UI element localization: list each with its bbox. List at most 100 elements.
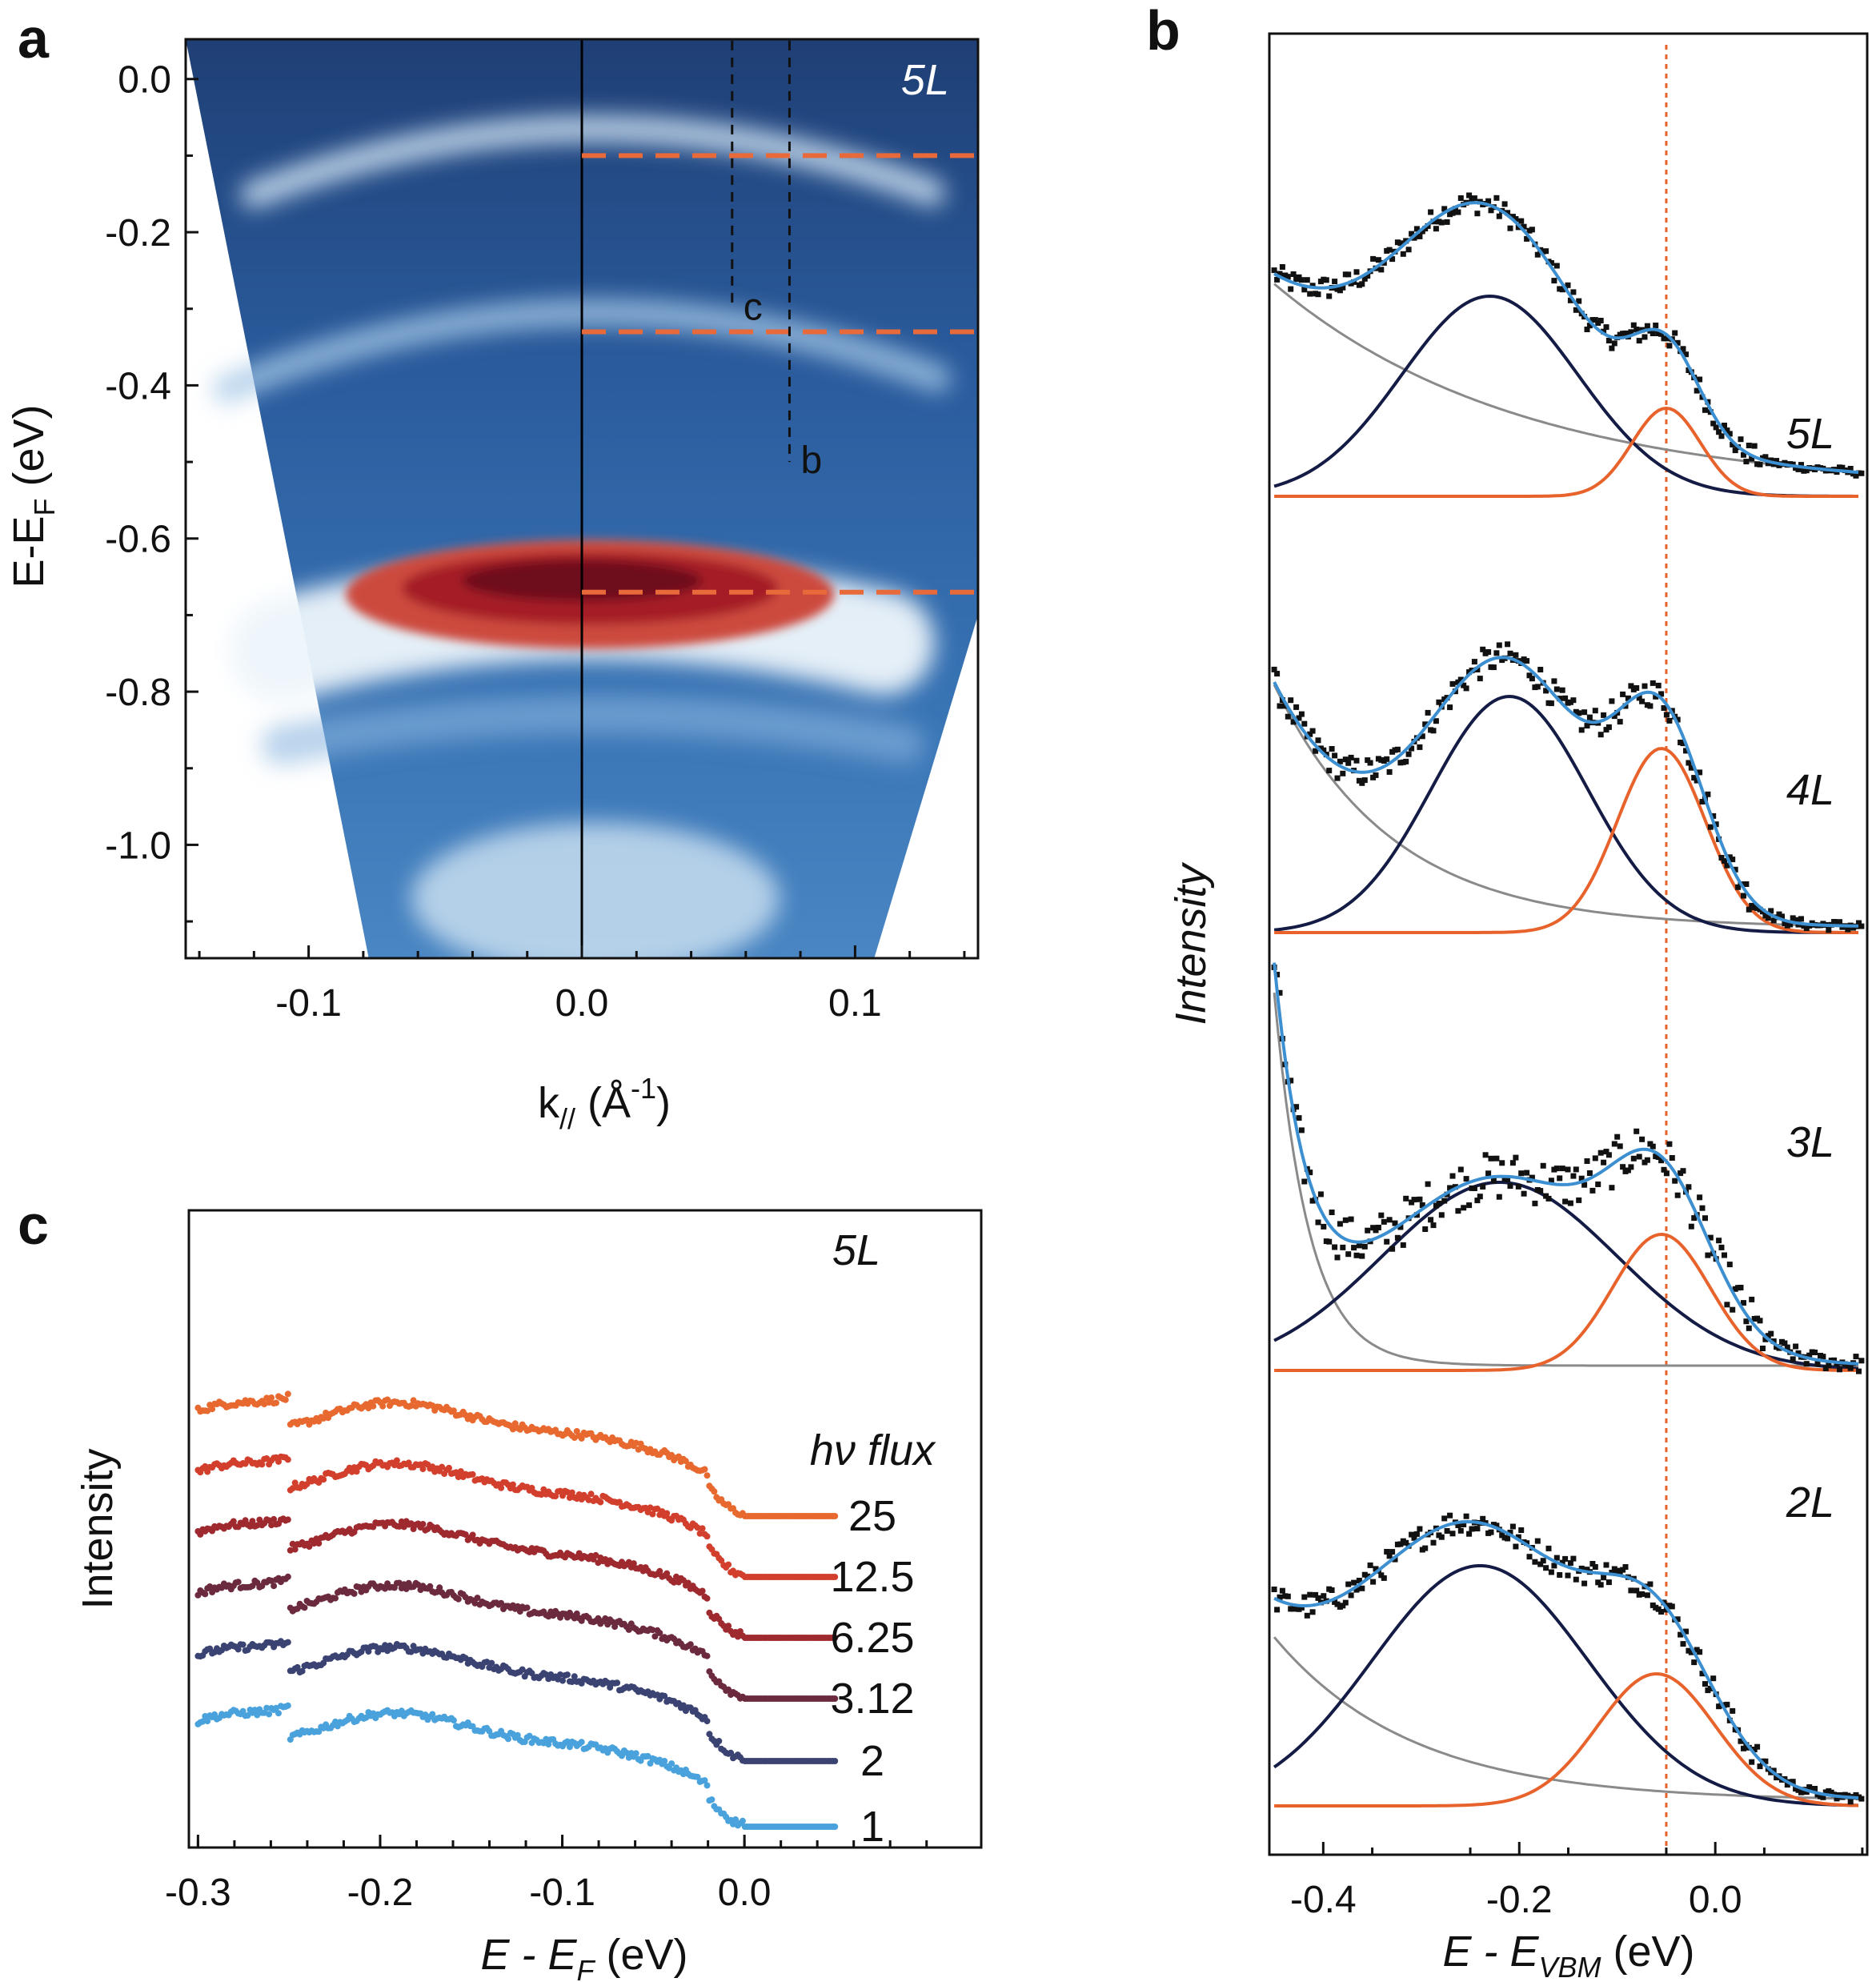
data-point [365, 1648, 372, 1655]
data-point [509, 1481, 516, 1488]
data-point [1315, 737, 1321, 744]
data-point [1367, 1562, 1373, 1568]
data-point [1307, 1170, 1313, 1176]
data-point [1760, 909, 1766, 915]
data-point [1559, 1559, 1565, 1566]
data-point [427, 1583, 434, 1590]
data-point [239, 1641, 247, 1648]
data-point [1765, 460, 1771, 467]
data-point [1636, 695, 1642, 701]
data-point [661, 1758, 668, 1764]
data-point [1340, 770, 1346, 776]
data-point [1375, 1225, 1381, 1230]
data-point [651, 1633, 659, 1640]
data-point [263, 1704, 271, 1711]
data-point [1589, 1187, 1596, 1194]
data-point [301, 1604, 308, 1611]
data-point [1576, 710, 1582, 716]
data-point [289, 1540, 296, 1547]
data-point [1760, 1346, 1766, 1351]
data-point [1793, 1343, 1799, 1350]
data-point [1630, 322, 1637, 328]
data-point [1803, 1361, 1810, 1367]
data-point [1277, 271, 1283, 277]
data-point [1461, 1205, 1467, 1211]
data-point [1482, 1152, 1489, 1158]
data-point [1293, 704, 1300, 710]
data-point [1586, 1170, 1593, 1176]
data-point [1589, 1561, 1596, 1567]
data-point [1548, 1569, 1554, 1575]
data-point [1403, 1195, 1409, 1202]
data-point [1605, 1579, 1612, 1586]
data-point [1507, 225, 1513, 231]
data-point [1798, 916, 1804, 922]
data-point [1790, 1356, 1796, 1362]
data-point [675, 1453, 682, 1460]
data-point [663, 1510, 671, 1517]
data-point [1342, 756, 1349, 763]
data-point [1496, 642, 1502, 648]
data-point [1521, 1190, 1527, 1197]
data-point [1447, 1185, 1453, 1191]
data-point [1378, 1212, 1385, 1218]
data-point [1505, 1176, 1511, 1182]
data-point [1317, 1191, 1324, 1198]
spectrum-label-4L: 4L [1786, 766, 1834, 814]
data-point [1461, 682, 1467, 688]
data-point [1633, 1587, 1640, 1594]
data-point [1474, 1526, 1481, 1532]
data-point [1411, 1197, 1417, 1203]
data-point [832, 1635, 839, 1641]
data-point [587, 1491, 595, 1498]
background-curve [1273, 992, 1858, 1367]
data-point [1548, 700, 1554, 707]
panel-a-title: 5L [901, 56, 949, 104]
data-point [687, 1641, 694, 1648]
data-point [1411, 1535, 1417, 1541]
data-point [1534, 1538, 1541, 1544]
data-point [1743, 881, 1750, 887]
data-point [1540, 1558, 1546, 1564]
data-point [1749, 1759, 1755, 1765]
data-point [566, 1495, 573, 1501]
data-point [1422, 1226, 1429, 1232]
data-point [1457, 676, 1464, 683]
data-point [1370, 255, 1377, 262]
data-point [1726, 1262, 1733, 1268]
data-point [1392, 1556, 1398, 1563]
data-point [289, 1485, 296, 1492]
data-point [1562, 695, 1569, 701]
data-point [234, 1579, 242, 1586]
data-point [559, 1677, 566, 1684]
data-point [1688, 1223, 1694, 1230]
y-tick-label: 0.0 [118, 59, 171, 102]
data-point [708, 1796, 716, 1803]
data-point [1409, 745, 1415, 752]
data-point [1724, 427, 1730, 434]
data-point [1697, 1649, 1703, 1655]
data-point [1678, 1631, 1684, 1638]
data-point [1457, 195, 1464, 201]
data-point [1609, 1570, 1615, 1575]
data-point [1707, 1685, 1714, 1691]
data-point [1738, 1738, 1744, 1744]
data-point [1375, 257, 1381, 263]
data-point [1770, 917, 1777, 924]
data-point [1513, 1154, 1519, 1161]
data-point [649, 1511, 656, 1518]
data-point [209, 1406, 216, 1413]
data-point [1381, 1575, 1387, 1581]
data-point [1543, 248, 1549, 255]
data-point [1722, 1252, 1727, 1258]
data-point [1831, 1357, 1838, 1363]
data-point [1296, 1115, 1302, 1121]
data-point [1653, 323, 1659, 328]
data-point [1386, 1217, 1393, 1223]
data-point [1553, 1166, 1560, 1172]
data-point [1397, 1224, 1404, 1230]
data-point [1787, 921, 1794, 928]
data-point [1768, 457, 1774, 463]
panel-a: a cb -0.1 0.0 0.10.0-0.2-0.4-0.6-0.8-1.0 5… [5, 7, 980, 1135]
data-point [1548, 1178, 1554, 1184]
